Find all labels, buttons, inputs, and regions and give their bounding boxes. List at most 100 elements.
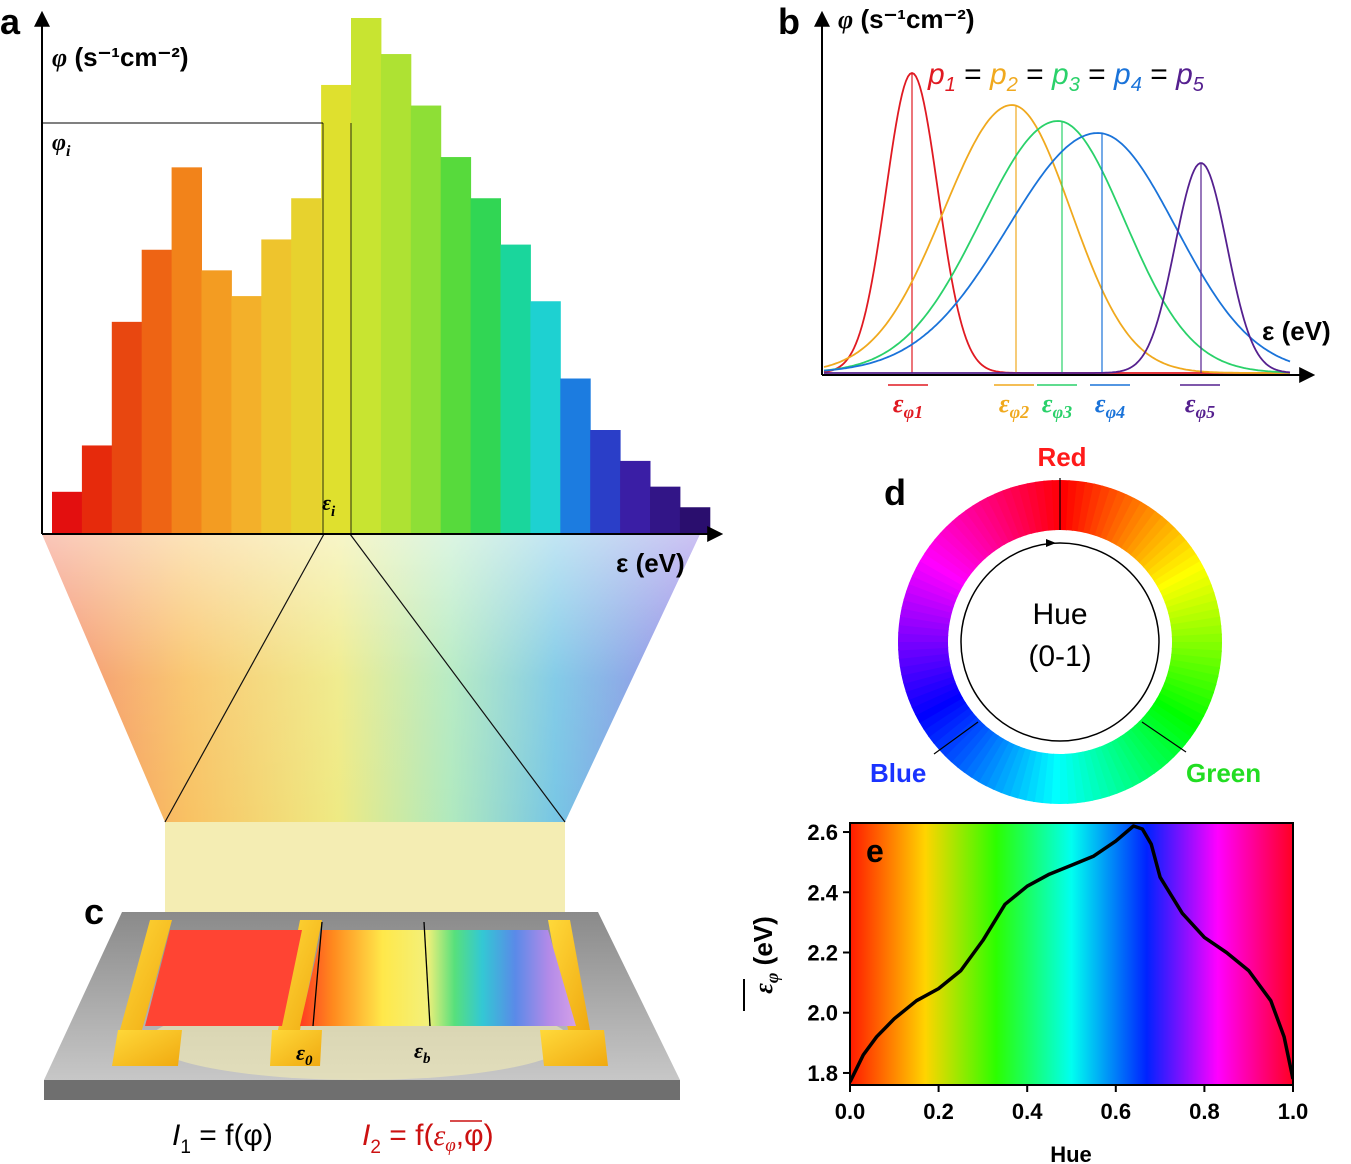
histogram-bar [81,445,113,533]
x-axis-label-e: Hue [1050,1142,1092,1164]
hue-segment [1166,670,1217,694]
distribution-curves [823,72,1291,374]
blue-label: Blue [870,758,926,788]
panel-b-label: b [778,1,800,42]
histogram-bar [440,157,472,534]
hue-segment [951,515,991,559]
hue-segment [1162,576,1212,603]
hue-segment [1167,665,1219,686]
hue-segment [1164,676,1215,702]
distribution-curve [823,120,1290,374]
histogram-bar [351,18,382,533]
energy-line [850,824,1293,1083]
hue-segment [1156,561,1206,593]
histogram-bar [590,430,621,533]
electrodes [112,920,608,1066]
hue-center-range: (0-1) [1028,640,1091,673]
mean-energy-label: εφ3 [1042,389,1072,422]
hue-segment [908,574,959,602]
hue-segment [1088,485,1112,536]
hue-segment [933,711,977,751]
hue-segment [1016,749,1037,801]
hue-segment [945,520,986,563]
plot-frame [849,822,1294,1086]
hue-segment [1094,487,1120,538]
histogram-bars [52,18,711,534]
histogram-bar [620,460,651,533]
equation-i2: I2 = f(εφ,φ) [362,1119,494,1158]
hue-segment [1150,546,1197,582]
hue-segment [1083,483,1104,535]
eps-i-label: εi [322,490,336,520]
hue-segment [979,496,1011,546]
hue-segment [1114,735,1149,784]
hue-segment [938,716,981,757]
hue-segment [905,675,956,701]
hue-segment [1041,753,1055,804]
hue-center-title: Hue [1032,598,1087,631]
y-axis-label-b: φ (s⁻¹cm⁻²) [838,4,975,34]
mean-energy-label: εφ5 [1185,389,1215,422]
hue-segment [1142,712,1186,752]
hue-segment [1164,583,1215,609]
hue-segment [1024,751,1043,803]
hue-segment [1134,521,1176,564]
hue-segment [898,614,950,631]
panel-d-label: d [884,472,906,513]
histogram-bar [410,105,442,534]
hue-segment [899,606,951,625]
svg-text:εφ (eV): εφ (eV) [748,916,782,994]
hue-segment [1125,510,1164,556]
distribution-curve [823,72,1290,374]
hue-segment [1171,647,1222,661]
panel-a-label: a [0,1,21,42]
hue-segment [1026,481,1044,533]
hue-segment [1018,483,1038,534]
hue-segment [911,686,961,716]
hue-segment [914,691,964,723]
phi-i-label: φi [52,130,71,160]
substrate-edge [44,1080,680,1100]
mean-energy-label: εφ2 [999,389,1029,422]
y-axis-label-a: φ (s⁻¹cm⁻²) [52,42,189,72]
histogram-bar [171,167,202,533]
histogram-bar [321,84,352,533]
hue-segment [1170,653,1222,670]
eps-b-label: εb [414,1038,431,1067]
x-tick-label: 0.4 [1012,1099,1043,1124]
hue-segment [950,724,990,768]
hue-segment [1159,568,1209,598]
hue-segment [934,532,978,572]
hue-segment [1077,481,1096,533]
hue-segment [908,681,958,708]
hue-segment [918,696,967,731]
hue-segment [927,706,973,744]
hue-segment [1124,729,1162,775]
hue-segment [1093,746,1119,797]
hue-segment [901,664,952,684]
hue-segment [1129,725,1169,769]
panel-c: c ε0 εb I1 = f(φ) I2 = f(εφ,φ) [44,891,680,1158]
histogram-bar [530,301,561,533]
hue-segment [903,590,954,614]
hue-segment [898,640,949,651]
x-tick-label: 0.8 [1189,1099,1220,1124]
histogram-bar [291,198,322,533]
red-strip [145,930,302,1026]
hue-segment [1104,741,1134,791]
panel-d: d Hue (0-1) Red Green Blue [870,442,1261,804]
hue-segment [1058,753,1069,804]
hue-segment [971,500,1006,549]
panel-e: 0.0 0.2 0.4 0.6 0.8 1.01.82.02.22.42.6 e Hue … [743,820,1308,1164]
hue-circle-arrow [960,542,1160,742]
histogram-bar [52,491,83,533]
hue-segment [964,505,1000,552]
y-tick-label: 2.2 [807,940,838,965]
mean-energy-label: εφ4 [1095,389,1125,422]
hue-segment [1168,600,1219,620]
hue-segment [919,552,967,586]
histogram-bar [560,378,591,533]
distribution-curve [823,104,1290,374]
mean-energy-markers: εφ1 εφ2 εφ3 εφ4 εφ5 [888,384,1220,422]
hue-segment [923,702,970,738]
